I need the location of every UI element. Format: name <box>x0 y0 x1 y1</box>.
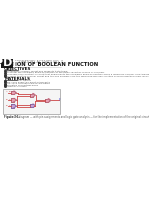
FancyBboxPatch shape <box>11 91 14 94</box>
Text: Figure 7-1.: Figure 7-1. <box>4 115 20 119</box>
Text: To obtain the simplified boolean function of the given circuit by means of a K-m: To obtain the simplified boolean functio… <box>6 72 104 73</box>
Text: B, C: B, C <box>6 105 11 106</box>
Polygon shape <box>14 91 15 94</box>
FancyBboxPatch shape <box>30 104 33 107</box>
Text: B, C: B, C <box>6 98 11 100</box>
Text: A, B: A, B <box>6 91 11 92</box>
Text: To construct a given circuit and make its truth table.: To construct a given circuit and make it… <box>6 70 68 72</box>
Text: To design and construct a circuit that implements the simplified boolean functio: To design and construct a circuit that i… <box>6 74 149 75</box>
Polygon shape <box>48 99 50 102</box>
Text: LABORATORY ACTIVITY NO. 7: LABORATORY ACTIVITY NO. 7 <box>12 60 63 64</box>
Text: optional: scissors: optional: scissors <box>6 86 26 87</box>
Text: MATERIALS: MATERIALS <box>4 77 30 81</box>
Text: SIMPLIFICATION OF BOOLEAN FUNCTION: SIMPLIFICATION OF BOOLEAN FUNCTION <box>0 62 98 67</box>
FancyBboxPatch shape <box>3 89 60 114</box>
Polygon shape <box>33 104 34 107</box>
Circle shape <box>34 95 35 96</box>
Text: To verify that the original circuit and the one derived from the simplified bool: To verify that the original circuit and … <box>6 76 149 77</box>
Text: one 7410 tri-three input NAND gates: one 7410 tri-three input NAND gates <box>6 83 49 84</box>
Polygon shape <box>33 93 34 97</box>
FancyBboxPatch shape <box>45 99 48 102</box>
FancyBboxPatch shape <box>11 105 14 108</box>
Text: F: F <box>59 98 60 102</box>
Text: Altera Digital Trainer: Altera Digital Trainer <box>6 80 30 81</box>
Text: OBJECTIVES: OBJECTIVES <box>4 67 31 71</box>
Polygon shape <box>14 105 15 108</box>
Circle shape <box>50 100 51 101</box>
Circle shape <box>15 99 16 101</box>
Polygon shape <box>14 98 15 102</box>
Text: two 7400 quad two-input NAND gate: two 7400 quad two-input NAND gate <box>6 82 50 83</box>
Text: PDF: PDF <box>0 58 19 68</box>
Text: Circuit diagram — with pin assignments and logic gate analysis — for the impleme: Circuit diagram — with pin assignments a… <box>9 115 149 119</box>
FancyBboxPatch shape <box>1 59 13 68</box>
Circle shape <box>15 106 16 107</box>
FancyBboxPatch shape <box>11 98 14 102</box>
Text: Insulated connecting wires: Insulated connecting wires <box>6 84 38 86</box>
FancyBboxPatch shape <box>30 93 33 97</box>
Circle shape <box>15 92 16 93</box>
